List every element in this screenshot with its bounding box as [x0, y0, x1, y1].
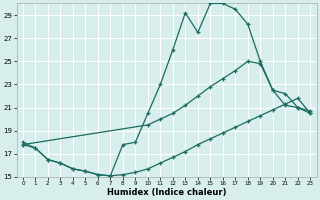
X-axis label: Humidex (Indice chaleur): Humidex (Indice chaleur) [107, 188, 226, 197]
